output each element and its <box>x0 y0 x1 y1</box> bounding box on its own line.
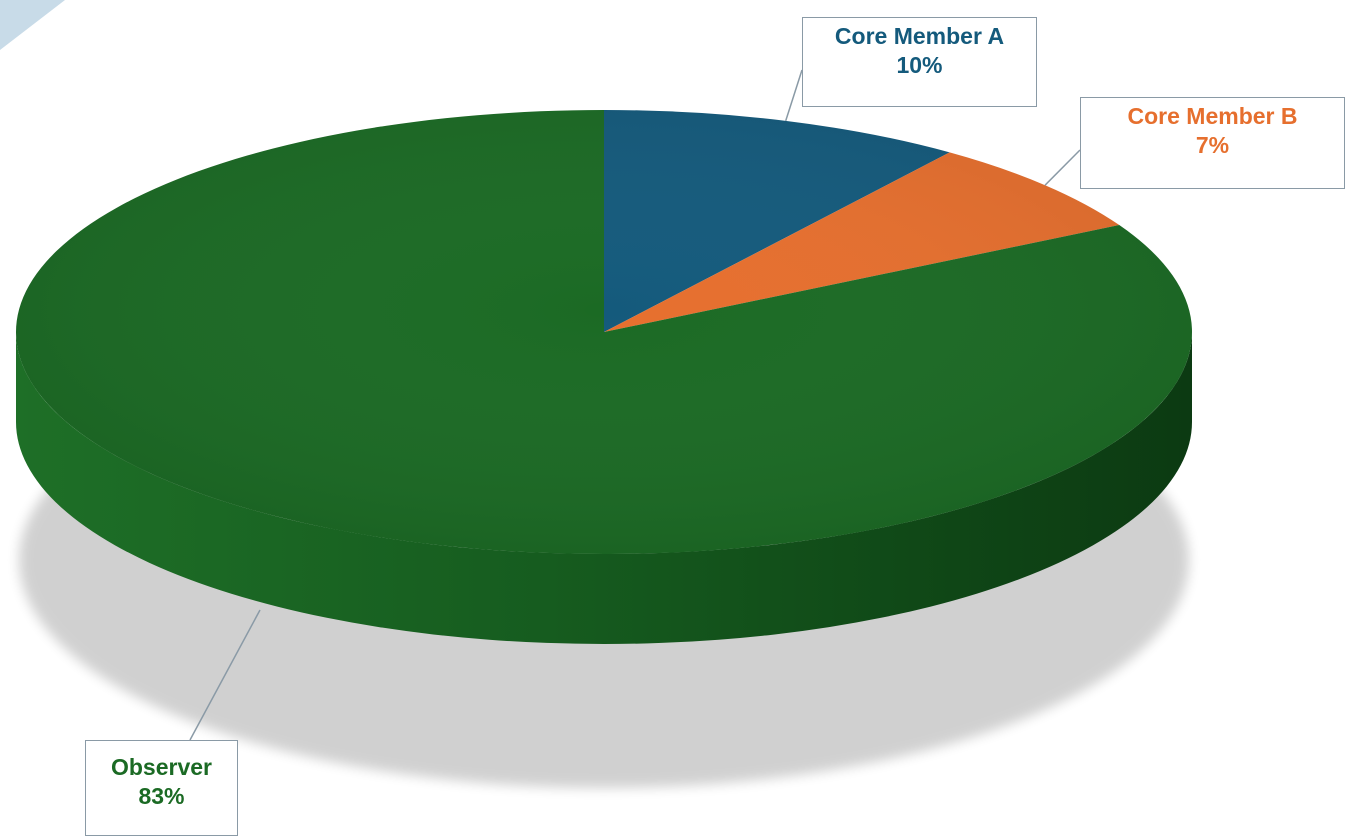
pie-top-shade <box>16 110 1192 554</box>
pie-side-wall <box>16 332 1192 644</box>
callout-value: 83% <box>138 783 185 809</box>
callout-label: Core Member A <box>834 23 1005 49</box>
callout-observer: Observer 83% <box>85 740 238 836</box>
callout-label: Observer <box>110 754 212 780</box>
callout-core-member-a: Core Member A 10% <box>802 17 1037 107</box>
callout-label: Core Member B <box>1127 103 1298 129</box>
callout-value: 10% <box>896 52 943 78</box>
leader-core-member-a <box>784 69 803 122</box>
callout-value: 7% <box>1195 132 1230 158</box>
corner-accent <box>0 0 65 50</box>
callout-core-member-b: Core Member B 7% <box>1080 97 1345 189</box>
leader-observer <box>189 609 261 741</box>
leader-lines <box>189 69 1081 741</box>
leader-core-member-b <box>1044 149 1081 186</box>
